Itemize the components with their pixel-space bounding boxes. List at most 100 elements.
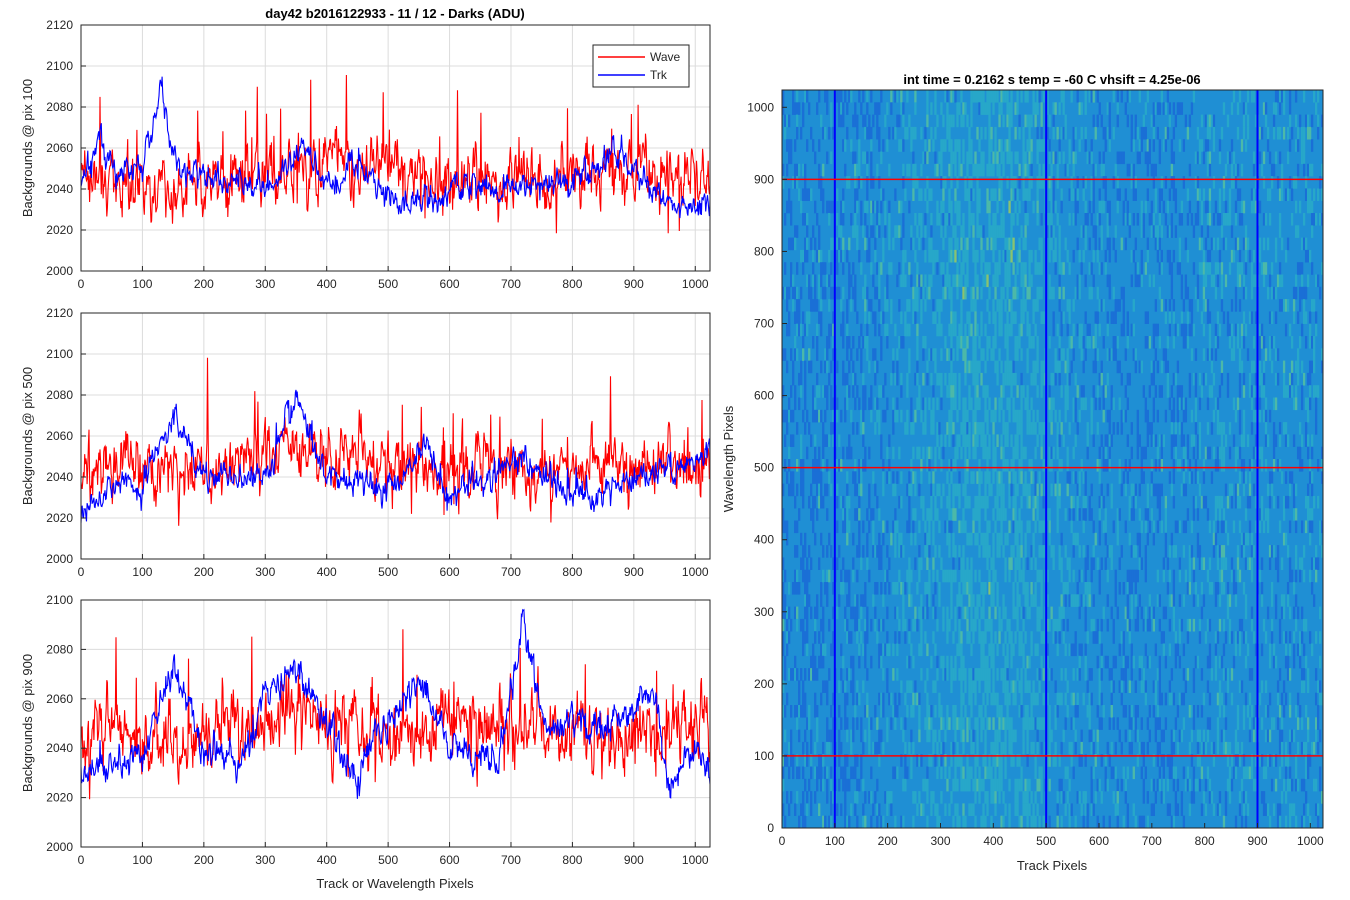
heatmap-cell [982,422,985,435]
heatmap-cell [1206,299,1210,312]
heatmap-cell [1082,495,1085,509]
heatmap-cell [1086,422,1089,435]
heatmap-cell [1188,163,1192,177]
heatmap-cell [782,385,785,398]
heatmap-cell [1100,163,1103,177]
heatmap-cell [1176,778,1180,792]
heatmap-cell [838,741,841,755]
heatmap-cell [920,618,923,632]
heatmap-cell [786,163,789,177]
heatmap-cell [1152,803,1155,816]
heatmap-cell [1008,471,1011,484]
heatmap-cell [954,705,957,718]
heatmap-cell [1216,692,1220,706]
heatmap-cell [1172,545,1176,558]
heatmap-cell [1130,126,1133,140]
heatmap-cell [1006,680,1009,693]
heatmap-cell [1098,471,1101,484]
heatmap-cell [970,323,973,337]
heatmap-cell [944,286,947,300]
heatmap-cell [928,459,931,472]
heatmap-cell [1040,237,1043,251]
heatmap-cell [1076,668,1079,681]
heatmap-cell [1178,459,1182,472]
heatmap-cell [1144,766,1147,780]
heatmap-cell [1010,249,1013,263]
heatmap-cell [792,766,795,780]
heatmap-cell [1050,237,1053,251]
heatmap-cell [1036,299,1039,312]
heatmap-cell [1002,163,1005,177]
heatmap-cell [960,446,963,460]
heatmap-cell [1218,151,1222,165]
heatmap-cell [1156,754,1159,767]
heatmap-cell [1168,471,1172,484]
heatmap-cell [954,803,957,816]
heatmap-cell [948,618,951,632]
heatmap-cell [1196,188,1200,201]
heatmap-cell [976,225,979,238]
heatmap-cell [966,188,969,201]
x-tick-label: 1000 [682,565,709,579]
heatmap-cell [1046,594,1049,607]
heatmap-cell [1042,372,1045,386]
heatmap-cell [788,606,791,620]
heatmap-cell [974,446,977,460]
x-tick-label: 300 [255,565,275,579]
heatmap-cell [1036,188,1039,201]
heatmap-cell [1074,729,1077,743]
heatmap-cell [1166,200,1170,214]
heatmap-cell [1010,102,1013,115]
heatmap-cell [886,606,889,620]
heatmap-cell [880,815,883,828]
heatmap-cell [1006,262,1009,275]
x-tick-label: 100 [132,853,152,867]
heatmap-cell [860,754,863,767]
heatmap-cell [874,582,877,595]
heatmap-cell [908,557,911,570]
heatmap-cell [1174,225,1178,238]
heatmap-cell [794,176,797,189]
heatmap-cell [992,237,995,251]
heatmap-cell [1090,397,1093,411]
heatmap-cell [996,372,999,386]
heatmap-cell [1038,471,1041,484]
heatmap-cell [1068,336,1071,349]
heatmap-cell [1168,643,1172,657]
heatmap-cell [810,126,813,140]
heatmap-cell [822,618,825,632]
heatmap-cell [1096,249,1099,263]
heatmap-cell [1158,385,1161,398]
heatmap-cell [994,778,997,792]
heatmap-cell [912,311,915,324]
heatmap-cell [988,680,991,693]
heatmap-cell [892,483,895,497]
heatmap-cell [812,655,815,669]
heatmap-cell [810,508,813,521]
heatmap-cell [1020,422,1023,435]
heatmap-cell [944,569,947,583]
heatmap-cell [1002,717,1005,730]
heatmap-cell [974,372,977,386]
heatmap-cell [1110,668,1113,681]
heatmap-cell [800,705,803,718]
heatmap-cell [1038,176,1041,189]
heatmap-cell [820,594,823,607]
heatmap-cell [804,397,807,411]
heatmap-cell [1096,631,1099,644]
heatmap-cell [1186,582,1190,595]
heatmap-cell [1056,213,1059,226]
heatmap-cell [918,717,921,730]
heatmap-cell [854,274,857,288]
heatmap-cell [1126,766,1129,780]
heatmap-cell [996,532,999,546]
heatmap-cell [966,237,969,251]
heatmap-cell [1088,151,1091,165]
heatmap-cell [1002,680,1005,693]
heatmap-cell [1138,139,1141,152]
heatmap-cell [1012,582,1015,595]
heatmap-cell [1054,348,1057,361]
heatmap-cell [1032,803,1035,816]
heatmap-cell [1182,323,1186,337]
heatmap-cell [864,729,867,743]
